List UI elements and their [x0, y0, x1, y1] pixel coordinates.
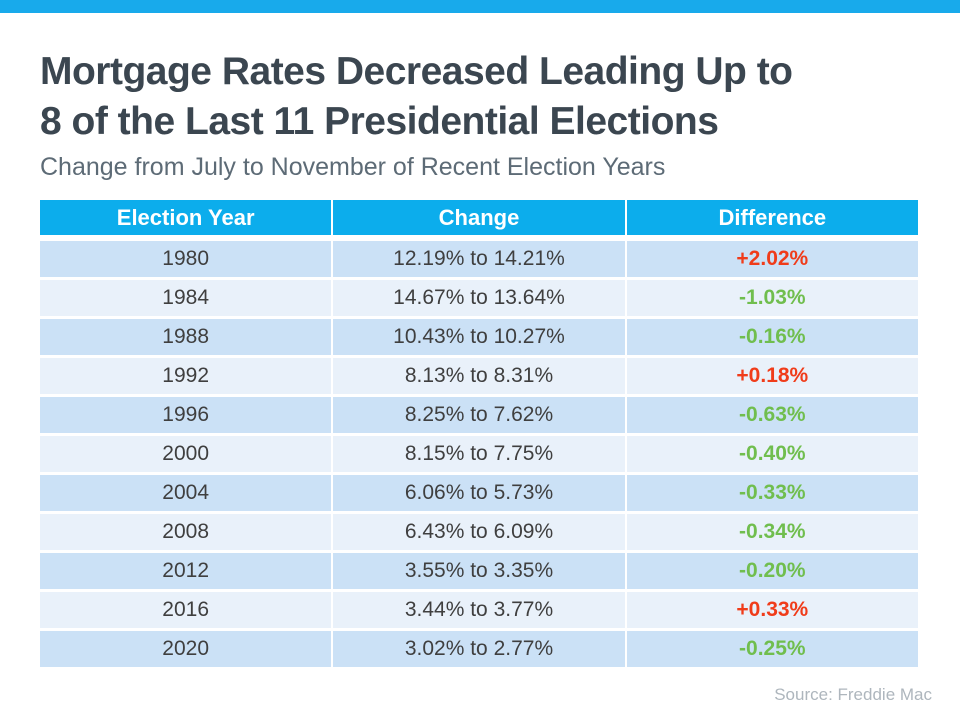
- cell-election-year: 2004: [40, 475, 332, 511]
- cell-change: 8.25% to 7.62%: [333, 397, 625, 433]
- cell-election-year: 2008: [40, 514, 332, 550]
- cell-difference: +2.02%: [626, 241, 918, 277]
- table-row: 1992 8.13% to 8.31% +0.18%: [40, 358, 918, 394]
- cell-change: 3.55% to 3.35%: [333, 553, 625, 589]
- cell-change: 14.67% to 13.64%: [333, 280, 625, 316]
- cell-change: 8.15% to 7.75%: [333, 436, 625, 472]
- cell-change: 6.43% to 6.09%: [333, 514, 625, 550]
- mortgage-rates-table: Election Year Change Difference 1980 12.1…: [40, 200, 918, 667]
- accent-bar: [0, 0, 960, 13]
- cell-election-year: 2000: [40, 436, 332, 472]
- table-row: 2020 3.02% to 2.77% -0.25%: [40, 631, 918, 667]
- cell-difference: -0.20%: [626, 553, 918, 589]
- table-row: 2004 6.06% to 5.73% -0.33%: [40, 475, 918, 511]
- cell-difference: -1.03%: [626, 280, 918, 316]
- cell-change: 12.19% to 14.21%: [333, 241, 625, 277]
- table-row: 2008 6.43% to 6.09% -0.34%: [40, 514, 918, 550]
- cell-election-year: 1988: [40, 319, 332, 355]
- cell-difference: -0.63%: [626, 397, 918, 433]
- column-header-difference: Difference: [626, 200, 918, 235]
- cell-difference: -0.33%: [626, 475, 918, 511]
- cell-election-year: 1984: [40, 280, 332, 316]
- table-header-row: Election Year Change Difference: [40, 200, 918, 235]
- page-subtitle: Change from July to November of Recent E…: [40, 153, 666, 181]
- cell-change: 3.44% to 3.77%: [333, 592, 625, 628]
- cell-difference: -0.40%: [626, 436, 918, 472]
- table-row: 1996 8.25% to 7.62% -0.63%: [40, 397, 918, 433]
- cell-change: 6.06% to 5.73%: [333, 475, 625, 511]
- table-row: 1984 14.67% to 13.64% -1.03%: [40, 280, 918, 316]
- page-title: Mortgage Rates Decreased Leading Up to 8…: [40, 47, 920, 147]
- page-title-line-2: 8 of the Last 11 Presidential Elections: [40, 100, 719, 143]
- cell-difference: +0.18%: [626, 358, 918, 394]
- table-row: 2012 3.55% to 3.35% -0.20%: [40, 553, 918, 589]
- cell-difference: +0.33%: [626, 592, 918, 628]
- cell-difference: -0.16%: [626, 319, 918, 355]
- table-row: 1980 12.19% to 14.21% +2.02%: [40, 241, 918, 277]
- table-body: 1980 12.19% to 14.21% +2.02% 1984 14.67% to …: [40, 241, 918, 667]
- cell-difference: -0.34%: [626, 514, 918, 550]
- cell-change: 10.43% to 10.27%: [333, 319, 625, 355]
- cell-difference: -0.25%: [626, 631, 918, 667]
- source-attribution: Source: Freddie Mac: [774, 685, 932, 704]
- cell-election-year: 1992: [40, 358, 332, 394]
- column-header-change: Change: [333, 200, 625, 235]
- table-row: 1988 10.43% to 10.27% -0.16%: [40, 319, 918, 355]
- cell-change: 3.02% to 2.77%: [333, 631, 625, 667]
- column-header-election-year: Election Year: [40, 200, 332, 235]
- cell-election-year: 1996: [40, 397, 332, 433]
- table-row: 2016 3.44% to 3.77% +0.33%: [40, 592, 918, 628]
- cell-election-year: 1980: [40, 241, 332, 277]
- table-row: 2000 8.15% to 7.75% -0.40%: [40, 436, 918, 472]
- cell-change: 8.13% to 8.31%: [333, 358, 625, 394]
- page-title-line-1: Mortgage Rates Decreased Leading Up to: [40, 50, 793, 93]
- cell-election-year: 2020: [40, 631, 332, 667]
- cell-election-year: 2012: [40, 553, 332, 589]
- cell-election-year: 2016: [40, 592, 332, 628]
